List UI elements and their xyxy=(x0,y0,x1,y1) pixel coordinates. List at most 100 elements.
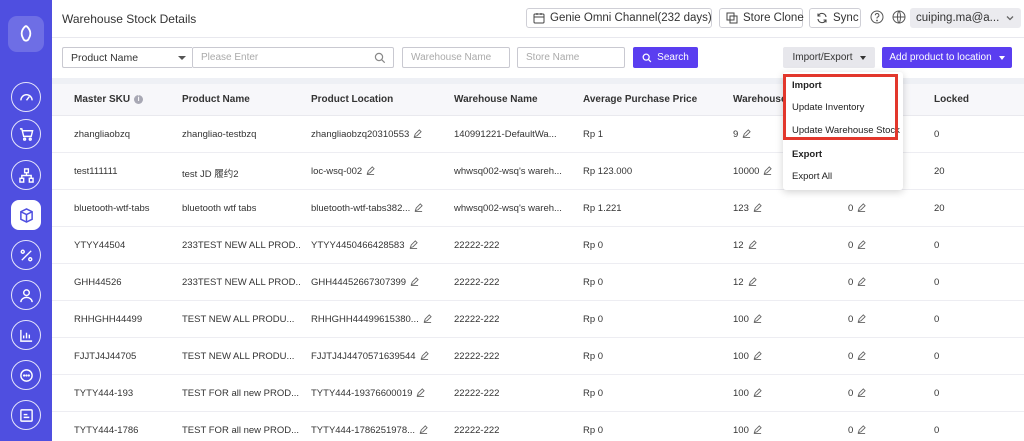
edit-icon[interactable] xyxy=(742,129,752,138)
cell-product-location: YTYY4450466428583 xyxy=(311,240,418,251)
info-icon[interactable]: i xyxy=(134,94,144,104)
search-icon[interactable] xyxy=(374,52,386,64)
col-warehouse-name: Warehouse Name xyxy=(454,94,538,105)
cell-product-name: 233TEST NEW ALL PROD... xyxy=(182,277,300,288)
cell-warehouse-name: 22222-222 xyxy=(454,351,499,362)
nav-chat[interactable] xyxy=(11,360,41,390)
store-clone-button[interactable]: Store Clone xyxy=(719,8,804,28)
import-export-label: Import/Export xyxy=(792,52,853,63)
col-product-name: Product Name xyxy=(182,94,250,105)
cell-average-purchase-price-value: Rp 1.221 xyxy=(583,203,622,214)
edit-icon[interactable] xyxy=(857,277,867,286)
col-warehouse-stock: Warehouse xyxy=(733,94,787,105)
nav-dashboard[interactable] xyxy=(11,82,41,112)
product-search-input[interactable]: Please Enter xyxy=(192,47,394,68)
clone-icon xyxy=(726,12,738,24)
globe-icon[interactable] xyxy=(892,10,906,24)
edit-icon[interactable] xyxy=(748,277,757,286)
edit-icon[interactable] xyxy=(857,425,867,434)
users-icon xyxy=(19,288,33,302)
caret-down-icon xyxy=(859,55,866,60)
edit-icon[interactable] xyxy=(409,240,418,249)
edit-icon[interactable] xyxy=(748,240,757,249)
cell-locked-value: 0 xyxy=(934,388,940,399)
cell-locked-value: 0 xyxy=(934,240,940,251)
nav-logs[interactable] xyxy=(11,400,41,430)
table-row: FJJTJ4J44705 TEST NEW ALL PRODU... FJJTJ4J… xyxy=(52,338,1024,375)
cell-product-name: bluetooth wtf tabs xyxy=(182,203,256,214)
cell-reserved-stock: 0 xyxy=(848,314,867,325)
table-row: TYTY444-1786 TEST FOR all new PROD... TYTY… xyxy=(52,412,1024,441)
col-master-sku[interactable]: Master SKU i xyxy=(74,94,144,105)
edit-icon[interactable] xyxy=(419,425,428,434)
search-button[interactable]: Search xyxy=(633,47,698,68)
edit-icon[interactable] xyxy=(763,166,773,175)
nav-customers[interactable] xyxy=(11,280,41,310)
update-inventory-item[interactable]: Update Inventory xyxy=(792,102,865,113)
cell-product-name: TEST FOR all new PROD... xyxy=(182,388,299,399)
cell-reserved-stock-value: 0 xyxy=(848,425,854,436)
edit-icon[interactable] xyxy=(423,314,432,323)
cell-warehouse-name-value: 22222-222 xyxy=(454,425,500,436)
app-logo[interactable] xyxy=(8,16,44,52)
edit-icon[interactable] xyxy=(413,129,423,138)
cell-warehouse-stock-value: 100 xyxy=(733,314,749,325)
edit-icon[interactable] xyxy=(857,203,867,212)
cell-average-purchase-price: Rp 0 xyxy=(583,425,603,436)
nav-inventory[interactable] xyxy=(11,200,41,230)
store-clone-label: Store Clone xyxy=(743,12,804,24)
import-section-header: Import xyxy=(792,80,822,91)
edit-icon[interactable] xyxy=(857,314,867,323)
cell-master-sku-value: zhangliaobzq xyxy=(74,129,130,140)
cell-warehouse-name-value: 22222-222 xyxy=(454,314,500,325)
cell-product-location: RHHGHH44499615380... xyxy=(311,314,432,325)
nav-reports[interactable] xyxy=(11,320,41,350)
cell-warehouse-stock: 100 xyxy=(733,388,762,399)
cell-warehouse-stock-value: 100 xyxy=(733,351,749,362)
cell-product-name-value: test JD 履约2 xyxy=(182,169,239,180)
edit-icon[interactable] xyxy=(753,425,762,434)
sync-button[interactable]: Sync xyxy=(809,8,861,28)
cell-locked-value: 0 xyxy=(934,129,940,140)
edit-icon[interactable] xyxy=(857,240,867,249)
caret-down-icon xyxy=(998,55,1005,60)
export-all-item[interactable]: Export All xyxy=(792,171,833,182)
calendar-icon xyxy=(533,13,545,24)
cell-reserved-stock: 0 xyxy=(848,388,867,399)
search-field-select[interactable]: Product Name xyxy=(62,47,192,68)
import-export-button[interactable]: Import/Export xyxy=(783,47,875,68)
edit-icon[interactable] xyxy=(753,388,762,397)
edit-icon[interactable] xyxy=(416,388,426,397)
nav-promotions[interactable] xyxy=(11,240,41,270)
edit-icon[interactable] xyxy=(410,277,419,286)
edit-icon[interactable] xyxy=(420,351,429,360)
edit-icon[interactable] xyxy=(753,203,762,212)
edit-icon[interactable] xyxy=(414,203,424,212)
edit-icon[interactable] xyxy=(857,351,867,360)
edit-icon[interactable] xyxy=(857,388,867,397)
edit-icon[interactable] xyxy=(366,166,375,175)
cell-warehouse-stock: 12 xyxy=(733,277,757,288)
channel-select[interactable]: Genie Omni Channel(232 days) xyxy=(526,8,727,28)
nav-channels[interactable] xyxy=(11,160,41,190)
warehouse-name-input[interactable]: Warehouse Name xyxy=(402,47,510,68)
cell-locked-value: 0 xyxy=(934,277,940,288)
help-icon[interactable] xyxy=(870,10,884,24)
edit-icon[interactable] xyxy=(753,351,762,360)
table-row: TYTY444-193 TEST FOR all new PROD... TYTY4… xyxy=(52,375,1024,412)
hierarchy-icon xyxy=(18,167,34,183)
update-warehouse-stock-item[interactable]: Update Warehouse Stock xyxy=(792,125,900,136)
cell-product-location-value: FJJTJ4J4470571639544 xyxy=(311,351,416,362)
cart-icon xyxy=(19,127,33,141)
cell-locked-value: 20 xyxy=(934,166,945,177)
cell-locked: 20 xyxy=(934,203,945,214)
cell-average-purchase-price: Rp 123.000 xyxy=(583,166,632,177)
edit-icon[interactable] xyxy=(753,314,762,323)
store-name-input[interactable]: Store Name xyxy=(517,47,625,68)
user-menu[interactable]: cuiping.ma@a... xyxy=(910,8,1022,28)
cell-locked-value: 0 xyxy=(934,425,940,436)
cell-master-sku-value: test111111 xyxy=(74,166,118,177)
add-product-button[interactable]: Add product to location xyxy=(882,47,1012,68)
nav-orders[interactable] xyxy=(11,119,41,149)
table-row: YTYY44504 233TEST NEW ALL PROD... YTYY4450… xyxy=(52,227,1024,264)
